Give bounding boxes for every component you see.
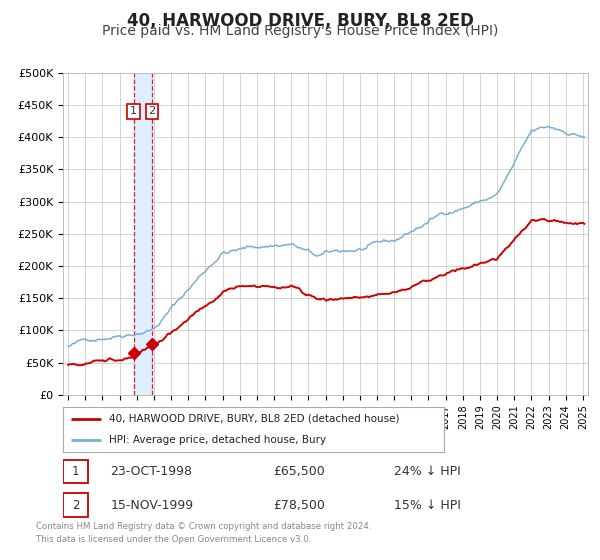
Text: £78,500: £78,500 [273,498,325,512]
Text: 2: 2 [72,498,79,512]
Text: 40, HARWOOD DRIVE, BURY, BL8 2ED: 40, HARWOOD DRIVE, BURY, BL8 2ED [127,12,473,30]
Text: This data is licensed under the Open Government Licence v3.0.: This data is licensed under the Open Gov… [36,535,311,544]
Text: 15% ↓ HPI: 15% ↓ HPI [394,498,461,512]
Bar [134,73,152,395]
FancyBboxPatch shape [63,460,88,483]
FancyBboxPatch shape [63,493,88,517]
Text: £65,500: £65,500 [273,465,325,478]
Text: 1: 1 [130,106,137,116]
Text: 15-NOV-1999: 15-NOV-1999 [110,498,193,512]
Text: 24% ↓ HPI: 24% ↓ HPI [394,465,461,478]
Text: 1: 1 [72,465,79,478]
Text: 23-OCT-1998: 23-OCT-1998 [110,465,192,478]
Text: Price paid vs. HM Land Registry's House Price Index (HPI): Price paid vs. HM Land Registry's House … [102,24,498,38]
Text: 2: 2 [148,106,155,116]
Text: HPI: Average price, detached house, Bury: HPI: Average price, detached house, Bury [109,435,326,445]
Text: 40, HARWOOD DRIVE, BURY, BL8 2ED (detached house): 40, HARWOOD DRIVE, BURY, BL8 2ED (detach… [109,414,399,424]
Text: Contains HM Land Registry data © Crown copyright and database right 2024.: Contains HM Land Registry data © Crown c… [36,522,371,531]
